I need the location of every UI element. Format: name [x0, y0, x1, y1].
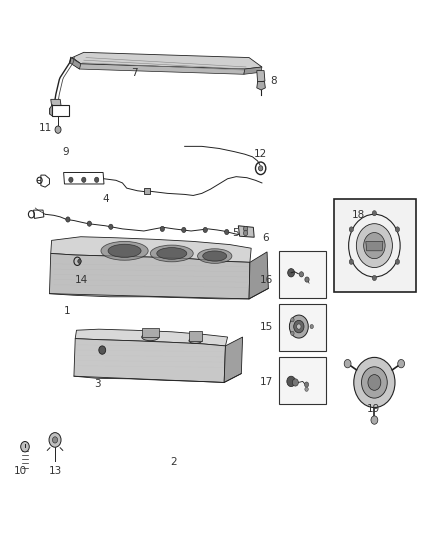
Polygon shape: [224, 337, 243, 383]
Ellipse shape: [108, 244, 141, 257]
Circle shape: [372, 211, 377, 216]
Circle shape: [364, 232, 385, 259]
Circle shape: [294, 320, 304, 333]
Polygon shape: [244, 67, 262, 74]
Text: 4: 4: [103, 193, 110, 204]
Circle shape: [299, 272, 304, 277]
Circle shape: [297, 324, 301, 329]
Text: 2: 2: [171, 457, 177, 467]
Polygon shape: [144, 188, 150, 195]
Circle shape: [361, 367, 387, 398]
Polygon shape: [72, 52, 262, 69]
Circle shape: [87, 221, 92, 227]
Circle shape: [372, 276, 377, 280]
Text: 12: 12: [253, 149, 267, 159]
Polygon shape: [249, 252, 268, 299]
Circle shape: [55, 126, 61, 133]
Circle shape: [349, 227, 353, 232]
Circle shape: [66, 217, 70, 222]
Text: 18: 18: [352, 211, 365, 220]
Text: 14: 14: [75, 274, 88, 285]
Circle shape: [21, 441, 29, 452]
Text: 11: 11: [39, 123, 52, 133]
Circle shape: [398, 359, 405, 368]
Circle shape: [371, 416, 378, 424]
Ellipse shape: [198, 249, 232, 263]
Circle shape: [109, 224, 113, 229]
Bar: [334, 199, 417, 292]
Polygon shape: [74, 338, 226, 383]
Text: 1: 1: [64, 306, 71, 316]
Text: 9: 9: [62, 147, 69, 157]
Circle shape: [354, 358, 395, 408]
Circle shape: [95, 177, 99, 182]
Circle shape: [293, 379, 298, 386]
Text: 10: 10: [14, 466, 27, 477]
Circle shape: [53, 437, 58, 443]
Text: 17: 17: [259, 377, 272, 387]
Text: 13: 13: [49, 466, 63, 477]
Polygon shape: [257, 71, 265, 82]
Circle shape: [160, 227, 165, 231]
Text: 5: 5: [232, 228, 239, 238]
Circle shape: [244, 230, 248, 236]
Circle shape: [368, 375, 381, 390]
Circle shape: [291, 332, 294, 335]
Bar: [142, 328, 159, 337]
Polygon shape: [70, 58, 81, 69]
Polygon shape: [257, 82, 265, 90]
Polygon shape: [49, 104, 53, 116]
Polygon shape: [75, 329, 228, 346]
Ellipse shape: [203, 251, 227, 261]
Polygon shape: [51, 99, 61, 106]
Text: 8: 8: [271, 76, 277, 86]
Polygon shape: [51, 237, 251, 262]
Circle shape: [225, 229, 229, 235]
Circle shape: [244, 227, 248, 231]
Circle shape: [305, 277, 309, 282]
Circle shape: [287, 376, 295, 386]
Ellipse shape: [150, 245, 193, 262]
Text: 7: 7: [131, 68, 138, 78]
Circle shape: [395, 259, 399, 264]
Circle shape: [344, 359, 351, 368]
Circle shape: [203, 228, 208, 232]
Circle shape: [69, 177, 73, 182]
Text: 19: 19: [367, 403, 380, 414]
Ellipse shape: [101, 241, 148, 260]
Ellipse shape: [142, 333, 159, 341]
Bar: [279, 251, 326, 298]
Text: 3: 3: [94, 379, 101, 389]
Circle shape: [288, 269, 294, 277]
Polygon shape: [238, 226, 254, 237]
Ellipse shape: [189, 338, 202, 343]
Bar: [189, 332, 202, 341]
Circle shape: [357, 224, 392, 268]
Text: 15: 15: [259, 321, 272, 332]
Bar: [279, 358, 326, 405]
Circle shape: [304, 382, 309, 387]
Polygon shape: [71, 58, 245, 74]
Circle shape: [310, 325, 314, 329]
Circle shape: [81, 177, 86, 182]
Circle shape: [182, 228, 186, 232]
Polygon shape: [49, 254, 250, 299]
Circle shape: [258, 166, 263, 171]
Circle shape: [349, 259, 353, 264]
Bar: [279, 304, 326, 351]
Circle shape: [49, 433, 61, 447]
Text: 16: 16: [259, 274, 272, 285]
Circle shape: [305, 387, 308, 391]
Circle shape: [290, 315, 308, 338]
Ellipse shape: [157, 248, 187, 259]
Circle shape: [291, 318, 294, 322]
Circle shape: [395, 227, 399, 232]
Polygon shape: [366, 241, 383, 251]
Circle shape: [99, 346, 106, 354]
Text: 6: 6: [262, 233, 268, 243]
Circle shape: [78, 259, 81, 263]
